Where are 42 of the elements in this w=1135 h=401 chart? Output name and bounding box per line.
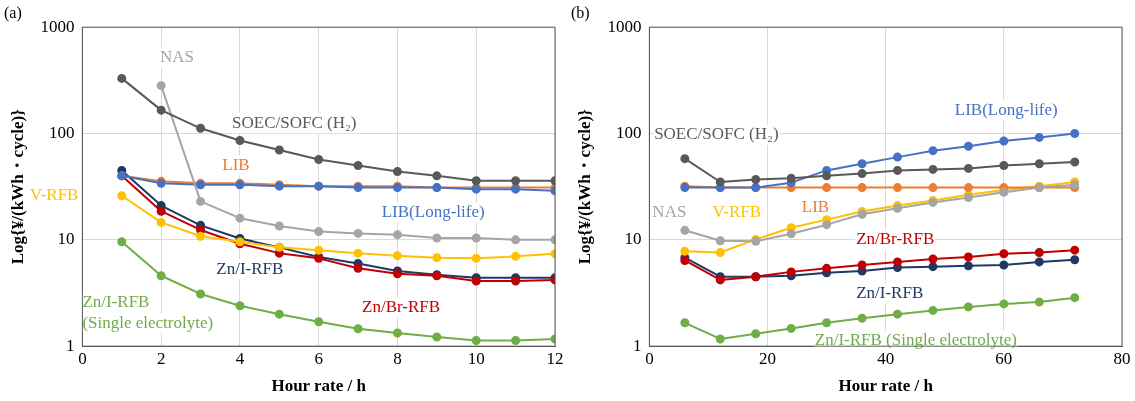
series-label: Zn/I-RFB	[856, 283, 924, 303]
series-label: LIB(Long-life)	[954, 99, 1058, 119]
y-tick-label: 10	[57, 229, 75, 249]
series-label: LIB	[222, 155, 250, 175]
series-label: Zn/Br-RFB	[856, 229, 935, 249]
x-tick-label: 0	[78, 348, 87, 368]
x-axis-title: Hour rate / h	[271, 376, 367, 396]
x-tick-label: 6	[314, 348, 323, 368]
y-tick-label: 1000	[607, 16, 642, 36]
y-tick-label: 1000	[40, 16, 75, 36]
x-tick-label: 20	[759, 348, 777, 368]
y-tick-label: 100	[48, 123, 75, 142]
series-label: Zn/I-RFB	[216, 258, 284, 278]
x-tick-label: 60	[995, 348, 1013, 368]
x-axis-title: Hour rate / h	[838, 376, 934, 396]
y-tick-label: 100	[615, 123, 642, 142]
y-axis-title: Log{¥/(kWh・cycle)}	[7, 108, 27, 265]
series-label: NAS	[159, 46, 194, 66]
x-tick-label: 40	[877, 348, 895, 368]
chart-title: (a)	[4, 3, 22, 22]
x-tick-label: 80	[1113, 348, 1131, 368]
series-label: V-RFB	[712, 202, 762, 222]
series-label: SOEC/SOFC (H₂)	[654, 124, 779, 144]
x-tick-label: 0	[645, 348, 654, 368]
x-tick-label: 4	[235, 348, 245, 368]
y-tick-label: 10	[624, 229, 642, 249]
series-label: LIB(Long-life)	[381, 202, 485, 222]
y-tick-label: 1	[632, 335, 642, 355]
series-label: Zn/I-RFB (Single electrolyte)	[82, 291, 214, 332]
x-tick-label: 2	[156, 348, 166, 368]
y-tick-label: 1	[65, 335, 75, 355]
x-tick-label: 10	[467, 348, 485, 368]
series-label: SOEC/SOFC (H₂)	[232, 112, 357, 132]
x-tick-label: 12	[546, 348, 564, 368]
y-axis-title: Log{¥/(kWh・cycle)}	[574, 108, 594, 265]
x-tick-label: 8	[393, 348, 402, 368]
series-label: NAS	[652, 202, 687, 222]
text: V-RFB	[29, 185, 79, 205]
series-label: Zn/I-RFB (Single electrolyte)	[814, 330, 1017, 350]
chart-title: (b)	[571, 3, 590, 22]
series-label: LIB	[801, 197, 830, 217]
series-label: Zn/Br-RFB	[362, 297, 441, 317]
